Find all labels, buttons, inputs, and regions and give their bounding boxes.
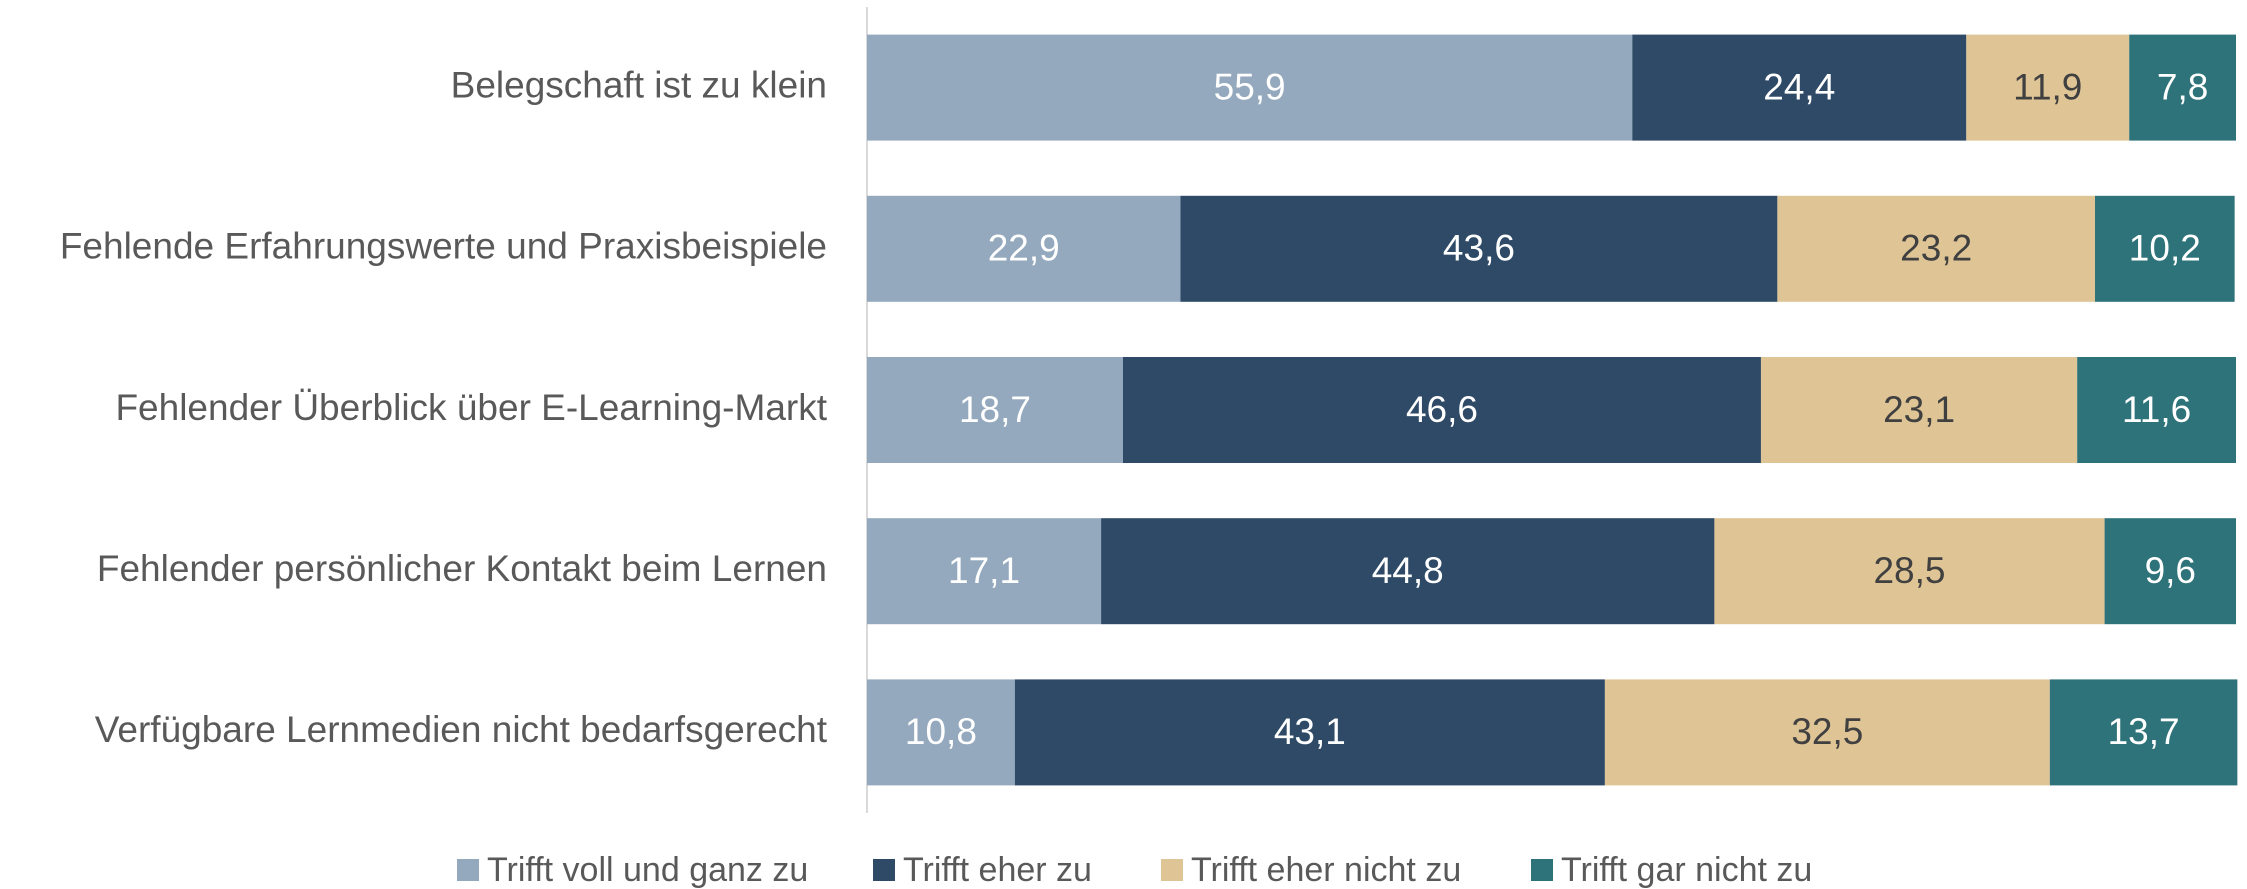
bar-segment (1101, 518, 1715, 625)
y-tick-label: Fehlender Überblick über E-Learning-Mark… (115, 387, 827, 428)
bar-segment (867, 195, 1181, 302)
bar-segment (1714, 518, 2105, 625)
legend-label: Trifft gar nicht zu (1561, 851, 1812, 889)
bar-segment (867, 34, 1633, 141)
legend-swatch (457, 859, 479, 881)
bar-segment (1777, 195, 2095, 302)
data-label: 9,6 (2145, 550, 2196, 591)
data-label: 10,8 (905, 711, 977, 752)
data-label: 43,1 (1274, 711, 1346, 752)
y-tick-label: Verfügbare Lernmedien nicht bedarfsgerec… (95, 709, 828, 750)
data-label: 44,8 (1372, 550, 1444, 591)
bar-segment (867, 357, 1124, 463)
bar-segment (2077, 357, 2236, 463)
bar-segment (1180, 195, 1778, 302)
data-label: 24,4 (1763, 66, 1835, 107)
bar-segment (2129, 34, 2236, 141)
bar-segment (1604, 679, 2050, 786)
legend-swatch (1161, 859, 1183, 881)
legend-label: Trifft voll und ganz zu (487, 851, 808, 889)
data-label: 13,7 (2108, 711, 2180, 752)
data-label: 7,8 (2157, 66, 2208, 107)
y-tick-label: Belegschaft ist zu klein (451, 64, 827, 105)
bar-segment (1966, 34, 2130, 141)
data-label: 11,9 (2013, 66, 2082, 107)
bar-segment (1014, 679, 1605, 786)
bar-segment (867, 518, 1102, 625)
legend-swatch (1531, 859, 1553, 881)
legend-swatch (873, 859, 895, 881)
data-label: 28,5 (1873, 550, 1945, 591)
data-label: 43,6 (1443, 228, 1515, 269)
bar-segment (2104, 518, 2236, 625)
bar-segment (867, 679, 1015, 786)
bar-segment (1123, 357, 1761, 463)
bar-segment (1760, 357, 2078, 463)
data-label: 17,1 (948, 550, 1020, 591)
data-label: 23,1 (1883, 389, 1955, 430)
data-label: 46,6 (1406, 389, 1478, 430)
data-label: 55,9 (1214, 66, 1286, 107)
data-label: 22,9 (988, 228, 1060, 269)
data-label: 18,7 (959, 389, 1031, 430)
bar-segment (2049, 679, 2238, 786)
y-tick-label: Fehlender persönlicher Kontakt beim Lern… (97, 548, 827, 589)
data-label: 11,6 (2122, 389, 2191, 430)
bar-segment (2094, 195, 2235, 302)
y-tick-label: Fehlende Erfahrungswerte und Praxisbeisp… (60, 226, 827, 267)
data-label: 10,2 (2129, 228, 2201, 269)
legend-label: Trifft eher zu (903, 851, 1092, 889)
legend-label: Trifft eher nicht zu (1191, 851, 1461, 889)
bar-segment (1632, 34, 1967, 141)
data-label: 23,2 (1900, 228, 1972, 269)
data-label: 32,5 (1791, 711, 1863, 752)
